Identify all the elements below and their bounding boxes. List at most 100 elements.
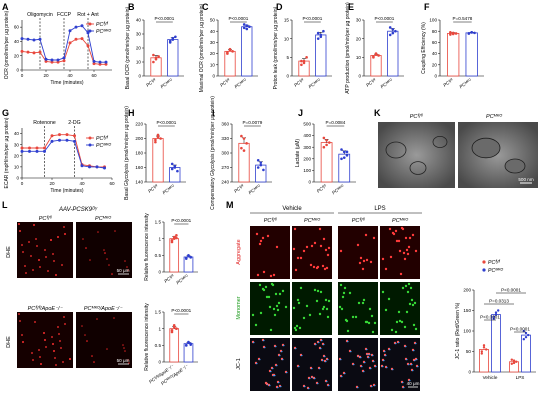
data-point — [56, 60, 60, 64]
cell-dot — [357, 301, 361, 305]
y-tick-label: 0 — [468, 370, 471, 375]
dot-point — [325, 138, 328, 142]
dot-point — [242, 137, 246, 140]
nucleus-dot — [61, 264, 63, 266]
cell-dot — [344, 318, 348, 322]
cell-dot — [324, 248, 328, 252]
nucleus-dot — [370, 367, 372, 370]
dot-point — [226, 51, 229, 54]
dot-point — [242, 23, 246, 26]
nucleus-dot — [127, 359, 129, 361]
dot-point — [171, 38, 175, 41]
nucleus-dot — [111, 273, 113, 275]
nucleus-dot — [414, 359, 416, 362]
dot-point — [480, 352, 483, 355]
category-label: PCᶠˡ/ᶠˡ — [145, 77, 157, 87]
data-point — [26, 50, 30, 54]
y-tick-label: 200 — [463, 288, 471, 293]
dot-point — [527, 333, 530, 337]
bar-0 — [479, 349, 489, 373]
nucleus-dot — [52, 253, 54, 255]
cell-dot — [361, 267, 365, 271]
nucleus-dot — [353, 363, 355, 366]
bar-3 — [521, 334, 531, 373]
cell-dot — [294, 268, 298, 272]
cell-dot — [272, 273, 276, 277]
category-label: PCᴹᴷᴼ — [459, 77, 473, 89]
dot-point — [316, 37, 320, 40]
nucleus-dot — [322, 359, 324, 362]
cell-dot — [381, 257, 385, 261]
dot-point — [240, 134, 243, 138]
data-point — [50, 134, 54, 138]
nucleus-dot — [113, 317, 115, 319]
panel-g: G 0 10 20 30 40 0 20 40 60 Time (minutes) ECAR (mpH… — [2, 108, 115, 194]
nucleus-dot — [53, 260, 55, 262]
cell-dot — [404, 236, 408, 240]
dot-point — [242, 26, 246, 30]
nucleus-dot — [321, 339, 323, 342]
nucleus-dot — [40, 363, 42, 365]
data-point — [50, 139, 54, 143]
cell-dot — [411, 233, 415, 237]
cell-dot — [321, 264, 325, 268]
cell-dot — [340, 307, 344, 311]
bar-0 — [447, 33, 460, 77]
cell-dot — [395, 239, 399, 243]
nucleus-dot — [357, 386, 359, 389]
nucleus-dot — [86, 340, 88, 342]
dot-point — [345, 154, 349, 157]
dot-point — [170, 240, 174, 244]
cell-dot — [370, 314, 374, 318]
dot-point — [492, 317, 495, 320]
y-axis-label: OCR (pmol/min/per μg protein) — [4, 10, 10, 79]
nucleus-dot — [314, 377, 316, 380]
p-value: P<0.0001 — [171, 308, 191, 313]
nucleus-dot — [45, 256, 47, 258]
m-image — [380, 282, 420, 335]
nucleus-dot — [270, 370, 272, 373]
bar-0 — [150, 57, 162, 77]
data-point — [88, 165, 91, 169]
cell-dot — [297, 301, 301, 305]
y-tick-label: 40 — [210, 29, 216, 34]
nucleus-dot — [82, 238, 84, 240]
m-vehicle-label: Vehicle — [282, 206, 302, 212]
x-tick-label: 60 — [91, 73, 97, 78]
cell-dot — [319, 244, 323, 248]
y-tick-label: 40 — [432, 51, 438, 56]
nucleus-dot — [409, 379, 411, 382]
y-tick-label: 30 — [14, 142, 20, 147]
nucleus-dot — [33, 224, 35, 226]
bar-1 — [241, 26, 253, 77]
category-label: PCᶠˡ/ᶠˡ — [293, 77, 305, 87]
nucleus-dot — [38, 259, 40, 261]
data-point — [43, 146, 46, 150]
nucleus-dot — [124, 260, 126, 262]
cell-dot — [275, 245, 279, 249]
nucleus-dot — [350, 350, 352, 353]
dot-point — [170, 167, 174, 171]
cell-dot — [321, 307, 325, 311]
cell-dot — [292, 247, 296, 251]
cell-dot — [298, 326, 302, 330]
cell-dot — [406, 252, 410, 256]
panel-a: A 0 20 40 60 0 20 40 60 Time (minutes) OCR (pmol/m… — [2, 2, 112, 86]
dot-point — [228, 48, 232, 52]
dot-point — [524, 331, 528, 335]
nucleus-dot — [63, 316, 65, 318]
em-image-wt — [378, 122, 455, 188]
bar-0 — [320, 142, 333, 183]
nucleus-dot — [412, 369, 414, 372]
nucleus-dot — [276, 364, 278, 367]
y-tick-label: 200 — [135, 136, 143, 141]
dot-point — [391, 28, 395, 31]
y-tick-label: 10 — [284, 36, 290, 41]
data-point — [80, 24, 84, 28]
data-point — [38, 50, 42, 54]
data-point — [74, 25, 78, 29]
panel-label-j: J — [298, 108, 303, 118]
dot-point — [173, 166, 177, 169]
cell-dot — [405, 248, 409, 252]
cell-dot — [389, 255, 393, 259]
